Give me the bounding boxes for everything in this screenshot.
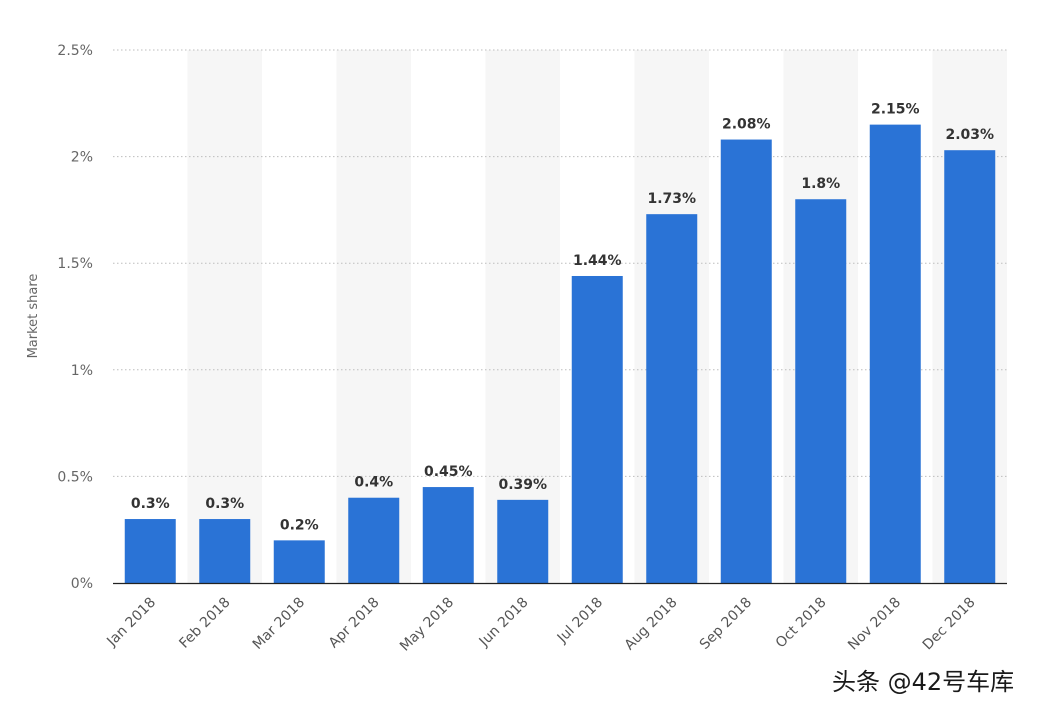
gridlines [113, 49, 1007, 477]
x-tick-label: Jul 2018 [554, 595, 606, 647]
bar [422, 487, 474, 583]
y-axis-ticks: 0% 0.5% 1% 1.5% 2% 2.5% [57, 43, 93, 592]
x-tick-label: Apr 2018 [326, 595, 383, 652]
y-tick-label: 0.5% [57, 469, 93, 485]
background-band [485, 50, 560, 583]
background-band [336, 50, 411, 583]
data-label: 2.15% [871, 102, 920, 118]
bar [869, 124, 921, 584]
data-label: 1.73% [647, 191, 696, 207]
data-label: 2.03% [945, 127, 994, 143]
data-label: 1.44% [573, 253, 622, 269]
data-label: 1.8% [801, 176, 840, 192]
y-tick-label: 1% [71, 363, 93, 379]
data-label: 0.4% [354, 475, 393, 491]
y-tick-label: 0% [71, 576, 93, 592]
x-tick-label: Dec 2018 [920, 595, 979, 654]
y-tick-label: 1.5% [57, 256, 93, 272]
bar [795, 199, 847, 584]
bar [497, 499, 549, 583]
bar [199, 519, 251, 583]
bar [720, 139, 772, 583]
y-tick-label: 2.5% [57, 43, 93, 59]
data-label: 0.2% [280, 517, 319, 533]
data-label: 0.39% [498, 477, 547, 493]
data-label: 0.3% [131, 496, 170, 512]
bar [273, 540, 325, 583]
x-tick-label: Feb 2018 [176, 595, 233, 652]
x-tick-label: Jan 2018 [103, 595, 159, 651]
y-tick-label: 2% [71, 150, 93, 166]
x-tick-label: Nov 2018 [845, 595, 904, 654]
data-labels: 0.3% 0.3% 0.2% 0.4% 0.45% 0.39% 1.44% 1.73% 2.08… [131, 102, 994, 534]
data-label: 2.08% [722, 117, 771, 133]
data-label: 0.45% [424, 464, 473, 480]
data-label: 0.3% [205, 496, 244, 512]
x-tick-label: Jun 2018 [476, 595, 532, 651]
bar [944, 150, 996, 584]
bar [646, 214, 698, 583]
bar [124, 519, 176, 583]
background-band [187, 50, 262, 583]
x-tick-label: Oct 2018 [773, 595, 830, 652]
x-tick-label: Aug 2018 [622, 595, 681, 654]
bar [348, 497, 400, 583]
x-tick-label: May 2018 [397, 595, 457, 655]
bar [571, 275, 623, 583]
x-tick-label: Mar 2018 [250, 595, 308, 653]
watermark-text: 头条 @42号车库 [832, 668, 1015, 696]
bars [124, 124, 996, 584]
x-tick-label: Sep 2018 [697, 595, 755, 653]
y-axis-title: Market share [26, 274, 41, 359]
x-axis-ticks: Jan 2018 Feb 2018 Mar 2018 Apr 2018 May 2018… [103, 595, 978, 655]
